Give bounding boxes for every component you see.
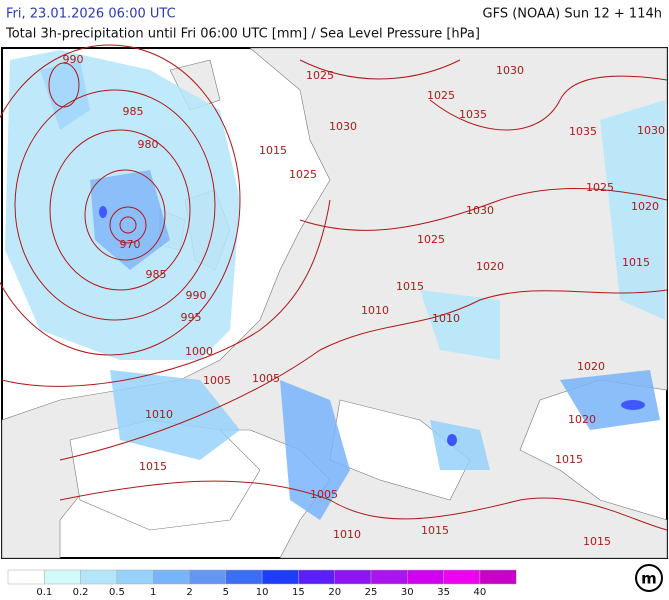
legend-swatch xyxy=(261,569,299,585)
map: 990 1025 1030 985 1025 1035 1030 1035 1030 980 101… xyxy=(0,44,668,559)
isobar-label: 1020 xyxy=(476,260,504,273)
legend-swatch xyxy=(152,569,190,585)
isobar-label: 1025 xyxy=(417,233,445,246)
isobar-label: 1015 xyxy=(139,460,167,473)
isobar-label: 1035 xyxy=(459,108,487,121)
isobar-label: 1005 xyxy=(310,488,338,501)
isobar-label: 1010 xyxy=(361,304,389,317)
legend-swatch xyxy=(334,569,372,585)
legend-swatch xyxy=(80,569,118,585)
legend-label: 20 xyxy=(328,587,341,598)
isobar-label: 1015 xyxy=(583,535,611,548)
isobar-label: 1025 xyxy=(306,69,334,82)
isobar-label: 1005 xyxy=(252,372,280,385)
isobar-label: 1010 xyxy=(145,408,173,421)
logo-circle xyxy=(635,564,663,592)
legend-swatch xyxy=(298,569,335,585)
isobar-label: 970 xyxy=(120,238,141,251)
legend-label: 10 xyxy=(256,587,269,598)
isobar-label: 1010 xyxy=(432,312,460,325)
logo: m xyxy=(641,570,657,588)
model-title: GFS (NOAA) Sun 12 + 114h xyxy=(483,7,662,22)
date-title: Fri, 23.01.2026 06:00 UTC xyxy=(6,7,176,22)
legend-label: 1 xyxy=(150,587,156,598)
isobar-label: 1025 xyxy=(586,181,614,194)
legend-label: 40 xyxy=(474,587,487,598)
isobar-label: 1015 xyxy=(622,256,650,269)
legend-label: 35 xyxy=(437,587,450,598)
isobar-label: 985 xyxy=(146,268,167,281)
isobar-label: 1030 xyxy=(329,120,357,133)
legend: 0.1 0.2 0.5 1 2 5 10 15 20 25 30 35 40 xyxy=(7,569,517,598)
isobar-label: 1020 xyxy=(577,360,605,373)
legend-swatch xyxy=(44,569,81,585)
isobar-label: 1020 xyxy=(631,200,659,213)
isobar-label: 1015 xyxy=(421,524,449,537)
legend-swatch xyxy=(189,569,227,585)
subtitle: Total 3h-precipitation until Fri 06:00 U… xyxy=(5,27,480,42)
legend-label: 0.2 xyxy=(73,587,89,598)
legend-label: 15 xyxy=(292,587,305,598)
legend-label: 2 xyxy=(186,587,192,598)
isobar-label: 990 xyxy=(186,289,207,302)
isobar-label: 1035 xyxy=(569,125,597,138)
legend-swatch xyxy=(7,569,45,585)
isobar-label: 1015 xyxy=(555,453,583,466)
isobar-label: 990 xyxy=(63,53,84,66)
isobar-label: 1025 xyxy=(427,89,455,102)
isobar-label: 1015 xyxy=(259,144,287,157)
legend-label: 0.1 xyxy=(36,587,52,598)
isobar-label: 980 xyxy=(138,138,159,151)
isobar-label: 1005 xyxy=(203,374,231,387)
legend-label: 25 xyxy=(365,587,378,598)
legend-swatch xyxy=(116,569,154,585)
isobar-label: 1030 xyxy=(466,204,494,217)
legend-swatch xyxy=(479,569,517,585)
isobar-label: 1015 xyxy=(396,280,424,293)
legend-label: 30 xyxy=(401,587,414,598)
legend-swatch xyxy=(407,569,444,585)
legend-label: 0.5 xyxy=(109,587,125,598)
isobar-label: 1000 xyxy=(185,345,213,358)
isobar-label: 1020 xyxy=(568,413,596,426)
legend-swatch xyxy=(370,569,408,585)
isobar-label: 995 xyxy=(181,311,202,324)
isobar-label: 1030 xyxy=(637,124,665,137)
isobar-label: 1030 xyxy=(496,64,524,77)
isobar-label: 1025 xyxy=(289,168,317,181)
legend-swatch xyxy=(225,569,263,585)
legend-swatch xyxy=(443,569,481,585)
isobar-label: 1010 xyxy=(333,528,361,541)
isobar-label: 985 xyxy=(123,105,144,118)
legend-label: 5 xyxy=(223,587,229,598)
